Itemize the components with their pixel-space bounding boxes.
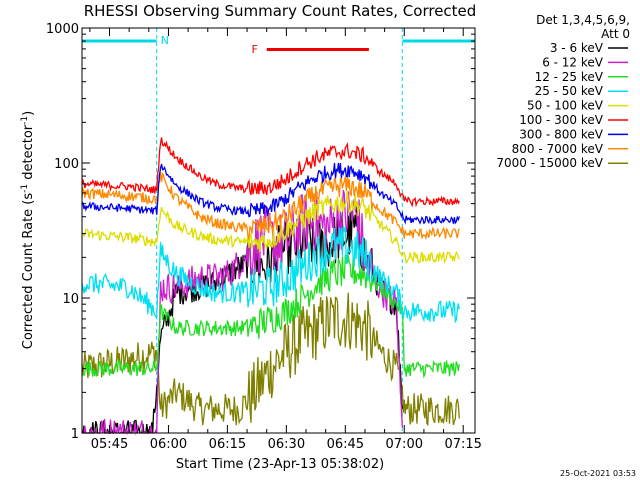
x-tick-label: 07:15 (444, 437, 481, 452)
y-axis-label: Corrected Count Rate (s-1 detector-1) (20, 111, 36, 349)
x-tick-label: 06:00 (150, 437, 187, 452)
footer-timestamp: 25-Oct-2021 03:53 (560, 469, 636, 478)
legend-label: 12 - 25 keV (535, 70, 604, 84)
plot-frame (81, 27, 476, 434)
series-line-8 (81, 292, 460, 427)
series-line-3 (81, 226, 460, 324)
legend-label: 800 - 7000 keV (512, 142, 604, 156)
series-line-1 (82, 189, 403, 436)
y-tick-label: 1 (71, 427, 79, 442)
y-tick-label: 10 (62, 292, 79, 307)
series-line-4 (81, 190, 460, 264)
legend-header-attenuator: Att 0 (601, 27, 630, 41)
series-line-7 (81, 172, 460, 241)
y-tick-label: 1000 (46, 22, 79, 37)
series-line-5 (81, 137, 460, 208)
night-bar-label: N (161, 34, 169, 47)
y-tick-label: 100 (54, 157, 79, 172)
x-tick-label: 07:00 (386, 437, 423, 452)
x-tick-label: 05:45 (91, 437, 128, 452)
legend-label: 6 - 12 keV (542, 55, 604, 69)
legend-label: 7000 - 15000 keV (496, 156, 603, 170)
x-axis-label: Start Time (23-Apr-13 05:38:02) (176, 457, 384, 472)
legend-label: 300 - 800 keV (519, 127, 603, 141)
legend-label: 50 - 100 keV (527, 99, 604, 113)
x-tick-label: 06:15 (209, 437, 246, 452)
series-line-6 (81, 162, 460, 225)
legend-label: 25 - 50 keV (535, 84, 604, 98)
legend-header-detectors: Det 1,3,4,5,6,9, (536, 13, 630, 27)
chart-title: RHESSI Observing Summary Count Rates, Co… (84, 2, 477, 20)
series-line-2 (81, 254, 460, 379)
legend-label: 100 - 300 keV (519, 113, 603, 127)
series-line-0 (82, 202, 403, 435)
flare-bar (266, 48, 369, 51)
legend-label: 3 - 6 keV (550, 41, 604, 55)
x-tick-label: 06:45 (327, 437, 364, 452)
x-tick-label: 06:30 (268, 437, 305, 452)
flare-label: F (252, 43, 258, 56)
